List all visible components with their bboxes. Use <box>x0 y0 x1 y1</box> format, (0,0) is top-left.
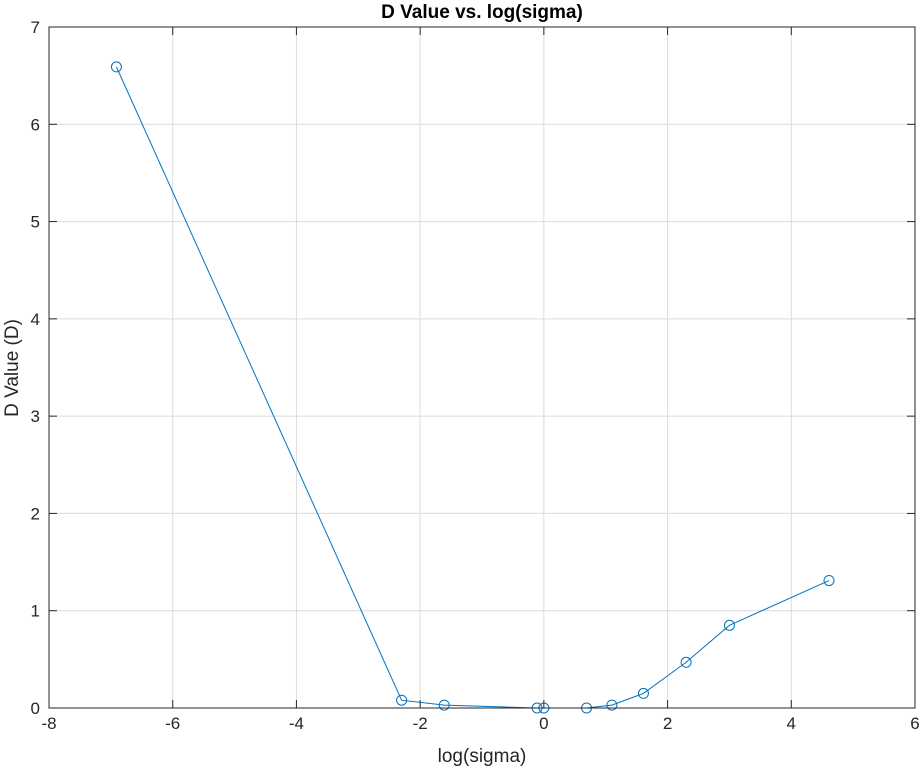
y-tick-label: 6 <box>31 115 40 134</box>
data-point-marker <box>680 656 692 668</box>
ticks <box>48 26 916 709</box>
chart-title: D Value vs. log(sigma) <box>381 2 583 23</box>
y-tick-label: 3 <box>31 407 40 426</box>
data-point-marker <box>823 575 835 587</box>
x-tick-label: 4 <box>787 714 796 733</box>
x-tick-label: -4 <box>289 714 304 733</box>
data-point-marker <box>723 619 735 631</box>
y-tick-label: 4 <box>31 310 40 329</box>
tick-labels: -8 -6 -4 -2 0 2 4 6 0 1 2 3 4 5 6 7 <box>31 18 920 733</box>
y-tick-label: 2 <box>31 504 40 523</box>
axes-box <box>48 26 916 709</box>
data-point-marker <box>637 687 649 699</box>
x-tick-label: -8 <box>41 714 56 733</box>
y-tick-label: 1 <box>31 602 40 621</box>
data-point-marker <box>606 699 618 711</box>
data-point-marker <box>110 61 122 73</box>
x-tick-label: -6 <box>165 714 180 733</box>
x-tick-label: 6 <box>910 714 919 733</box>
y-axis-label: D Value (D) <box>2 319 23 417</box>
x-axis-label: log(sigma) <box>438 746 527 767</box>
x-tick-label: -2 <box>413 714 428 733</box>
y-tick-label: 5 <box>31 213 40 232</box>
y-tick-label: 0 <box>31 699 40 718</box>
y-tick-label: 7 <box>31 18 40 37</box>
x-tick-label: 0 <box>539 714 548 733</box>
data-point-marker <box>438 699 450 711</box>
data-point-marker <box>396 694 408 706</box>
x-tick-label: 2 <box>663 714 672 733</box>
